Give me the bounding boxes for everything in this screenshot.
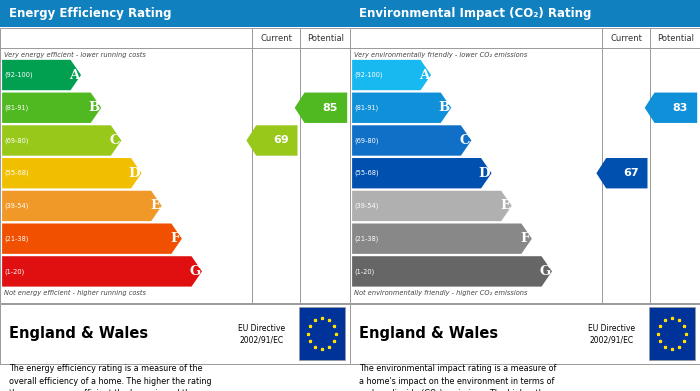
Text: Not environmentally friendly - higher CO₂ emissions: Not environmentally friendly - higher CO… [354, 290, 528, 296]
Text: England & Wales: England & Wales [358, 326, 498, 341]
Text: (81-91): (81-91) [4, 104, 29, 111]
Bar [300, 307, 344, 360]
Text: D: D [128, 167, 140, 180]
Text: 85: 85 [323, 103, 338, 113]
Bar [350, 304, 700, 364]
Polygon shape [2, 256, 202, 287]
Text: Environmental Impact (CO₂) Rating: Environmental Impact (CO₂) Rating [358, 7, 591, 20]
Text: A: A [69, 68, 79, 81]
Text: The environmental impact rating is a measure of
a home's impact on the environme: The environmental impact rating is a mea… [358, 364, 556, 391]
Polygon shape [352, 93, 452, 123]
Polygon shape [352, 60, 431, 90]
Text: F: F [521, 232, 530, 245]
Text: Very environmentally friendly - lower CO₂ emissions: Very environmentally friendly - lower CO… [354, 52, 528, 58]
Text: The energy efficiency rating is a measure of the
overall efficiency of a home. T: The energy efficiency rating is a measur… [8, 364, 211, 391]
Polygon shape [352, 256, 552, 287]
Bar [350, 0, 700, 27]
Text: (1-20): (1-20) [354, 268, 374, 274]
Text: (92-100): (92-100) [354, 72, 383, 78]
Text: A: A [419, 68, 429, 81]
Text: Not energy efficient - higher running costs: Not energy efficient - higher running co… [4, 290, 146, 296]
Text: 69: 69 [274, 135, 289, 145]
Text: (69-80): (69-80) [4, 137, 29, 144]
Polygon shape [352, 191, 512, 221]
Text: Potential: Potential [657, 34, 694, 43]
Text: E: E [500, 199, 510, 212]
Bar [0, 28, 350, 303]
Text: 83: 83 [673, 103, 688, 113]
Polygon shape [2, 158, 141, 188]
Polygon shape [352, 224, 532, 254]
Bar [0, 0, 350, 27]
Text: (39-54): (39-54) [354, 203, 379, 209]
Polygon shape [2, 125, 121, 156]
Polygon shape [246, 125, 298, 156]
Text: D: D [478, 167, 490, 180]
Polygon shape [2, 191, 162, 221]
Text: G: G [189, 265, 200, 278]
Polygon shape [2, 224, 182, 254]
Text: Energy Efficiency Rating: Energy Efficiency Rating [8, 7, 172, 20]
Polygon shape [2, 93, 101, 123]
Text: Potential: Potential [307, 34, 344, 43]
Text: (21-38): (21-38) [4, 235, 29, 242]
Text: England & Wales: England & Wales [8, 326, 148, 341]
Text: (1-20): (1-20) [4, 268, 25, 274]
Text: EU Directive
2002/91/EC: EU Directive 2002/91/EC [238, 323, 285, 344]
Text: 67: 67 [624, 168, 639, 178]
Bar [650, 307, 694, 360]
Text: Very energy efficient - lower running costs: Very energy efficient - lower running co… [4, 52, 146, 58]
Polygon shape [2, 60, 81, 90]
Bar [0, 304, 350, 364]
Text: EU Directive
2002/91/EC: EU Directive 2002/91/EC [588, 323, 635, 344]
Polygon shape [295, 93, 347, 123]
Polygon shape [596, 158, 648, 188]
Text: (39-54): (39-54) [4, 203, 29, 209]
Text: E: E [150, 199, 160, 212]
Text: B: B [438, 101, 449, 114]
Text: B: B [88, 101, 99, 114]
Text: (69-80): (69-80) [354, 137, 379, 144]
Text: (21-38): (21-38) [354, 235, 379, 242]
Text: (81-91): (81-91) [354, 104, 379, 111]
Text: Current: Current [610, 34, 642, 43]
Polygon shape [352, 125, 471, 156]
Text: (55-68): (55-68) [354, 170, 379, 176]
Polygon shape [645, 93, 697, 123]
Text: G: G [539, 265, 550, 278]
Text: Current: Current [260, 34, 292, 43]
Polygon shape [352, 158, 491, 188]
Text: (55-68): (55-68) [4, 170, 29, 176]
Text: F: F [171, 232, 180, 245]
Bar [350, 28, 700, 303]
Text: C: C [459, 134, 470, 147]
Text: (92-100): (92-100) [4, 72, 33, 78]
Text: C: C [109, 134, 120, 147]
